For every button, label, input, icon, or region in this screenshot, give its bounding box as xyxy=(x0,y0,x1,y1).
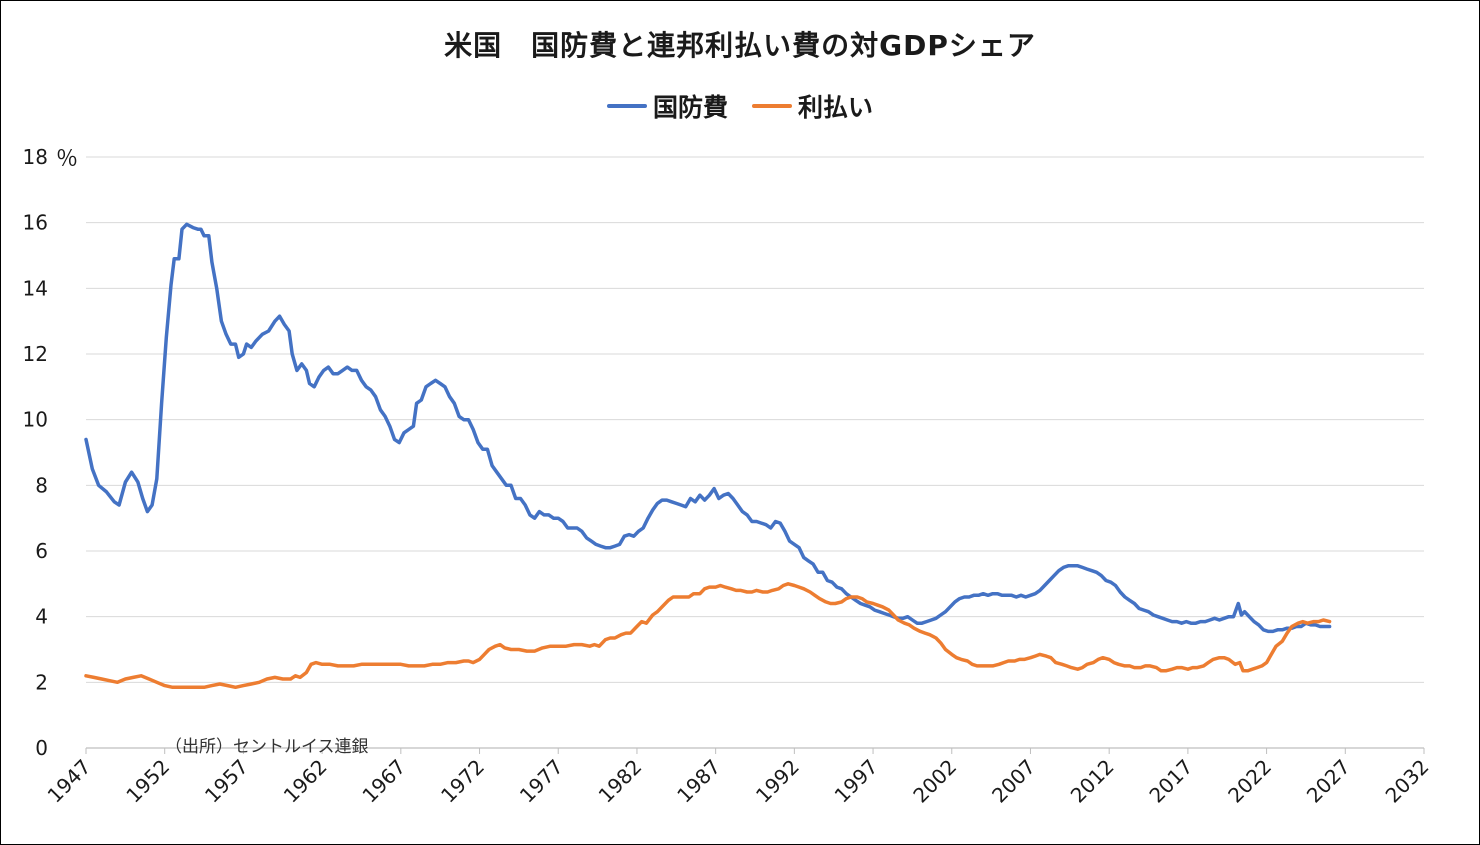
chart-title: 米国 国防費と連邦利払い費の対GDPシェア xyxy=(444,29,1036,62)
x-tick-label: 1997 xyxy=(830,755,883,808)
y-tick-label: 12 xyxy=(23,342,48,366)
x-tick-label: 1972 xyxy=(436,755,489,808)
legend-item-interest: 利払い xyxy=(752,88,873,124)
x-tick-label: 2007 xyxy=(987,755,1040,808)
y-tick-label: 14 xyxy=(23,276,48,300)
y-axis: 0 2 4 6 8 10 12 14 16 18 xyxy=(23,145,48,760)
legend: 国防費 利払い xyxy=(0,88,1480,124)
x-tick-label: 1982 xyxy=(594,755,647,808)
legend-label-interest: 利払い xyxy=(798,93,874,122)
x-tick-label: 2027 xyxy=(1302,755,1355,808)
legend-label-defense: 国防費 xyxy=(652,93,728,122)
x-tick-label: 1992 xyxy=(751,755,804,808)
y-tick-label: 2 xyxy=(35,670,48,694)
y-tick-label: 4 xyxy=(35,605,48,629)
x-tick-label: 2012 xyxy=(1066,755,1119,808)
x-tick-label: 2017 xyxy=(1144,755,1197,808)
x-tick-label: 1952 xyxy=(121,755,174,808)
y-tick-label: 16 xyxy=(23,211,48,235)
x-tick-label: 1957 xyxy=(200,755,253,808)
x-tick-label: 2002 xyxy=(908,755,961,808)
x-tick-label: 1977 xyxy=(515,755,568,808)
x-tick-label: 1987 xyxy=(672,755,725,808)
x-tick-label: 2032 xyxy=(1381,755,1434,808)
legend-item-defense: 国防費 xyxy=(606,88,728,124)
series-line-defense xyxy=(84,222,1332,634)
y-tick-label: 8 xyxy=(35,473,48,497)
y-tick-label: 10 xyxy=(23,408,48,432)
series-lines xyxy=(84,222,1332,690)
x-tick-label: 1962 xyxy=(279,755,332,808)
legend-swatch-interest xyxy=(752,104,792,108)
y-unit-label: ％ xyxy=(56,147,78,172)
legend-swatch-defense xyxy=(606,104,647,108)
source-note: （出所）セントルイス連銀 xyxy=(165,737,369,757)
x-tick-label: 2022 xyxy=(1223,755,1276,808)
x-tick-label: 1947 xyxy=(43,755,96,808)
series-line-interest xyxy=(84,582,1332,690)
y-tick-label: 18 xyxy=(23,145,48,169)
y-tick-label: 0 xyxy=(35,736,48,760)
y-tick-label: 6 xyxy=(35,539,48,563)
x-tick-label: 1967 xyxy=(357,755,410,808)
gridlines xyxy=(86,156,1424,683)
